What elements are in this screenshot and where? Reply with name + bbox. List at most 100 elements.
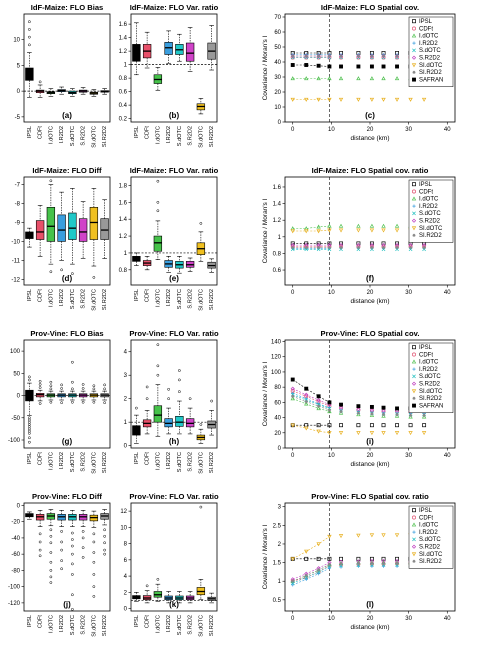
panel-e: IdF-Maize: FLO Var. ratio 0.8 1 1.2 1.4 1.6 1.… (119, 166, 219, 311)
legend-box (408, 16, 454, 87)
y-tick-label: 0.2 (119, 117, 128, 123)
box-cdft (35, 510, 45, 558)
y-tick-label: 100 (271, 370, 282, 376)
plot-frame (284, 502, 456, 612)
y-tick-label: 4 (124, 574, 128, 580)
series-safran (290, 377, 427, 412)
data-point (381, 561, 386, 565)
y-tick-label: 100 (10, 349, 21, 355)
data-point (316, 76, 321, 81)
data-point (394, 228, 400, 233)
category-label: SI.R2D2 (102, 289, 108, 310)
category-label: CDFt (145, 126, 151, 139)
panel-j: Prov-Vine: FLO Diff -120 -100 -80 -60 -40 -20 0… (8, 492, 111, 637)
category-label: SI.R2D2 (209, 126, 215, 147)
data-point (381, 228, 386, 233)
data-point (304, 97, 309, 102)
box-i-dotc (46, 380, 56, 404)
panel-f: IdF-Maize: FLO Spatial cov. ratio 0.6 0.8 1… (262, 166, 456, 305)
outlier-point (28, 427, 31, 431)
category-label: SI.R2D2 (209, 289, 215, 310)
box-body (25, 389, 34, 402)
data-point (422, 423, 427, 428)
data-point (291, 583, 295, 587)
data-point (290, 386, 295, 391)
outlier-point (178, 378, 181, 382)
data-point (338, 431, 344, 436)
outlier-point (38, 379, 42, 383)
box-body (89, 207, 99, 240)
outlier-point (38, 386, 42, 389)
box-i-dotc (46, 509, 56, 584)
data-point (395, 412, 399, 417)
data-point (290, 97, 295, 102)
box-i-dotc (46, 88, 56, 97)
data-point (356, 54, 361, 58)
y-tick-label: -60 (11, 552, 20, 558)
box-ipsl (132, 406, 141, 444)
data-point (317, 568, 321, 572)
x-tick-label: 40 (444, 127, 451, 133)
x-tick-label: 30 (405, 453, 412, 459)
category-label: CDFt (38, 615, 44, 628)
box-body (185, 42, 195, 62)
legend-label: I.R2D2 (419, 204, 438, 210)
outlier-point (92, 387, 96, 391)
series-trend-line (292, 394, 330, 409)
data-point (381, 246, 386, 250)
outlier-point (92, 540, 96, 544)
box-ipsl (25, 375, 34, 444)
data-point (327, 228, 332, 233)
outlier-point (81, 383, 85, 386)
box-s-r2d2 (78, 510, 88, 559)
box-s-r2d2 (78, 383, 88, 404)
legend-symbol (411, 55, 417, 60)
box-i-r2d2 (57, 383, 66, 405)
y-tick-label: 3 (124, 373, 128, 379)
data-point (304, 556, 309, 561)
y-tick-label: -9 (15, 220, 21, 226)
outlier-point (49, 384, 53, 388)
data-point (395, 561, 399, 565)
data-point (356, 411, 361, 415)
series-trend-line (292, 567, 330, 586)
box-i-r2d2 (164, 387, 173, 435)
legend-symbol (412, 403, 416, 408)
plot-frame (284, 339, 456, 449)
data-point (339, 54, 343, 58)
box-body (132, 425, 141, 436)
category-label: S.R2D2 (81, 452, 87, 472)
outlier-point (38, 554, 42, 558)
outlier-point (92, 400, 96, 404)
data-point (327, 76, 332, 81)
legend-symbol (412, 77, 416, 82)
outlier-point (28, 436, 31, 440)
legend-label: I.R2D2 (419, 367, 438, 373)
legend-symbol (411, 196, 417, 201)
outlier-point (60, 567, 63, 571)
data-point (316, 556, 321, 561)
panel-title: IdF-Maize: FLO Var. ratio (130, 166, 219, 175)
outlier-point (28, 35, 31, 39)
category-label: CDFt (145, 289, 151, 302)
outlier-point (92, 595, 96, 598)
box-s-r2d2 (185, 397, 195, 435)
category-label: S.R2D2 (81, 289, 87, 309)
legend-label: SI.R2D2 (419, 559, 442, 565)
box-ipsl (132, 252, 141, 266)
category-label: SI.R2D2 (102, 615, 108, 636)
data-point (338, 534, 344, 539)
box-ipsl (25, 511, 34, 520)
series-safran (290, 63, 427, 69)
category-label: I.dOTC (48, 615, 54, 633)
category-label: SI.R2D2 (209, 615, 215, 636)
data-point (394, 97, 400, 102)
category-label: I.dOTC (155, 615, 161, 633)
box-ipsl (132, 592, 141, 602)
data-point (338, 76, 344, 81)
data-point (327, 64, 332, 69)
data-point (290, 557, 295, 562)
data-point (316, 394, 321, 399)
outlier-point (49, 179, 53, 183)
